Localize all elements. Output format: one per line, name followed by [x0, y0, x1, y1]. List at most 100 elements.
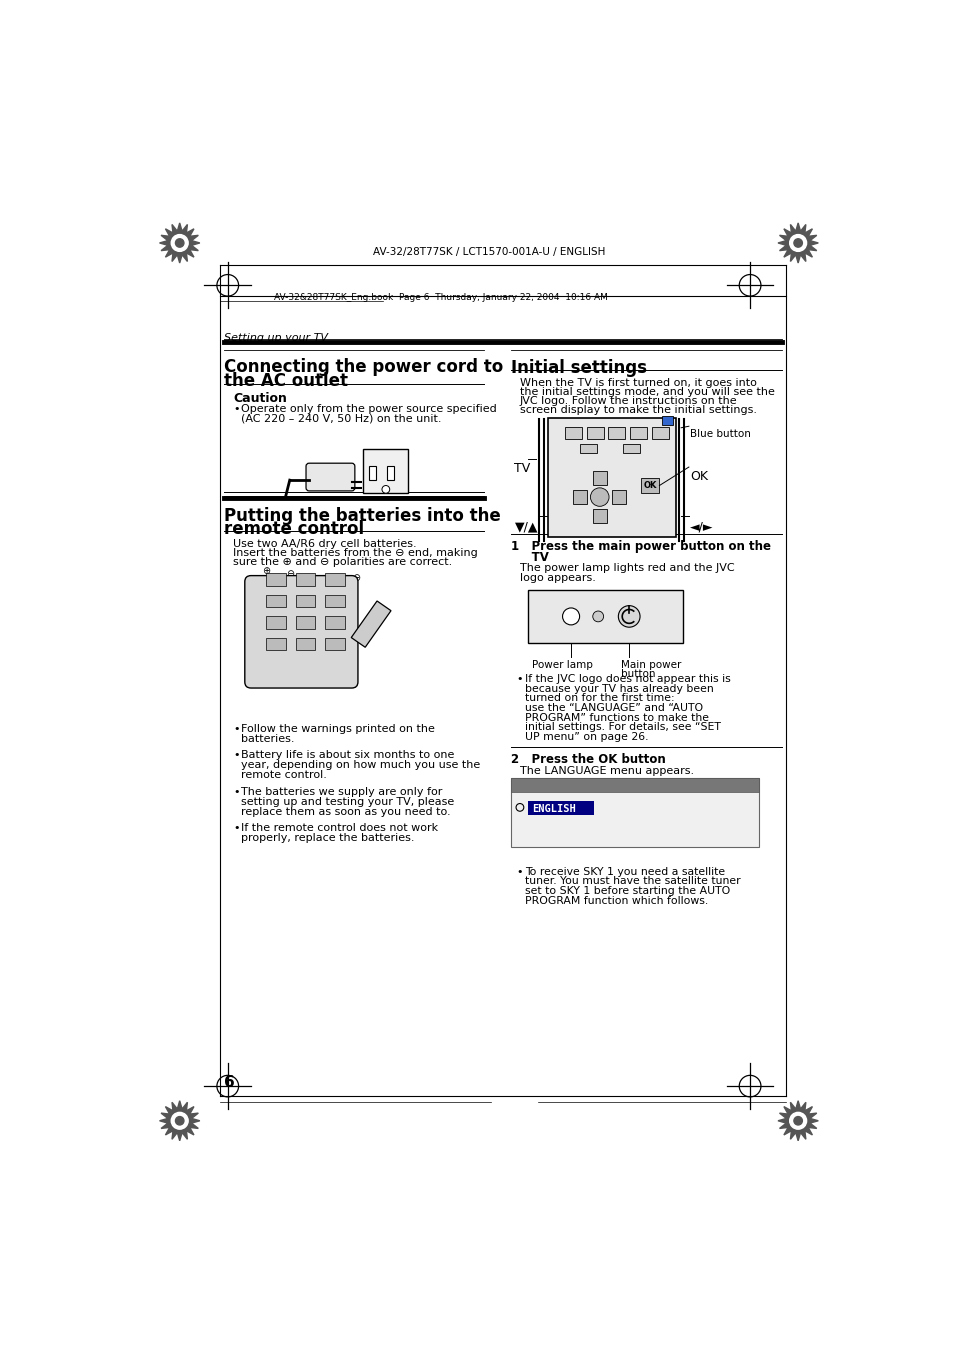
Bar — [547, 417, 675, 538]
Bar — [592, 471, 606, 485]
Bar — [325, 638, 344, 650]
Bar — [579, 444, 597, 453]
Bar — [295, 638, 315, 650]
Bar — [564, 427, 581, 439]
Text: use the “LANGUAGE” and “AUTO: use the “LANGUAGE” and “AUTO — [524, 703, 702, 713]
Text: If the JVC logo does not appear this is: If the JVC logo does not appear this is — [524, 674, 730, 684]
Bar — [295, 594, 315, 607]
Bar — [608, 427, 624, 439]
Text: Initial settings: Initial settings — [510, 359, 646, 377]
Text: the AC outlet: the AC outlet — [224, 372, 348, 389]
Text: ⊕: ⊕ — [328, 576, 336, 585]
Text: The LANGUAGE menu appears.: The LANGUAGE menu appears. — [519, 766, 694, 775]
Text: The power lamp lights red and the JVC: The power lamp lights red and the JVC — [519, 563, 734, 573]
Circle shape — [171, 235, 188, 251]
Bar — [586, 427, 603, 439]
Text: Battery life is about six months to one: Battery life is about six months to one — [241, 750, 454, 761]
Circle shape — [789, 1112, 806, 1129]
Text: •: • — [233, 750, 239, 761]
Text: AV-32/28T77SK / LCT1570-001A-U / ENGLISH: AV-32/28T77SK / LCT1570-001A-U / ENGLISH — [373, 247, 604, 257]
Text: (AC 220 – 240 V, 50 Hz) on the unit.: (AC 220 – 240 V, 50 Hz) on the unit. — [241, 413, 441, 424]
Bar — [363, 449, 408, 493]
Circle shape — [618, 605, 639, 627]
Text: Caution: Caution — [233, 392, 287, 404]
Text: properly, replace the batteries.: properly, replace the batteries. — [241, 832, 414, 843]
Text: ENGLISH: ENGLISH — [532, 804, 576, 813]
Text: Setting up your TV: Setting up your TV — [224, 334, 328, 343]
Text: Follow the warnings printed on the: Follow the warnings printed on the — [241, 724, 435, 734]
Text: 6: 6 — [224, 1074, 234, 1089]
Text: TV: TV — [510, 551, 548, 563]
Polygon shape — [778, 1101, 818, 1140]
Text: Insert the batteries from the ⊖ end, making: Insert the batteries from the ⊖ end, mak… — [233, 549, 477, 558]
Text: D0302-EK: D0302-EK — [517, 840, 554, 848]
Text: batteries.: batteries. — [241, 734, 294, 744]
Bar — [266, 616, 286, 628]
Text: ⊕: ⊕ — [262, 566, 271, 577]
Text: Blue button: Blue button — [690, 430, 751, 439]
Circle shape — [175, 1116, 184, 1125]
Polygon shape — [159, 1101, 199, 1140]
Text: •: • — [233, 823, 239, 832]
Circle shape — [789, 235, 806, 251]
Text: Putting the batteries into the: Putting the batteries into the — [224, 507, 500, 526]
Bar — [266, 638, 286, 650]
Bar — [527, 801, 593, 815]
Text: initial settings. For details, see “SET: initial settings. For details, see “SET — [524, 723, 720, 732]
Text: PROGRAM function which follows.: PROGRAM function which follows. — [524, 896, 707, 905]
Text: because your TV has already been: because your TV has already been — [524, 684, 713, 694]
Bar — [612, 490, 625, 504]
Text: If the remote control does not work: If the remote control does not work — [241, 823, 437, 832]
Text: TV: TV — [514, 462, 530, 476]
Text: Connecting the power cord to: Connecting the power cord to — [224, 358, 502, 376]
Text: 2   Press the OK button: 2 Press the OK button — [510, 754, 664, 766]
Text: year, depending on how much you use the: year, depending on how much you use the — [241, 761, 479, 770]
Text: •: • — [233, 724, 239, 734]
Polygon shape — [351, 601, 391, 647]
Bar — [266, 594, 286, 607]
Circle shape — [562, 608, 579, 626]
Circle shape — [171, 1112, 188, 1129]
Text: •: • — [233, 786, 239, 797]
Text: •: • — [517, 867, 523, 877]
Bar — [629, 427, 646, 439]
Polygon shape — [159, 223, 199, 263]
Text: JVC logo. Follow the instructions on the: JVC logo. Follow the instructions on the — [519, 396, 737, 407]
FancyBboxPatch shape — [245, 576, 357, 688]
Text: sure the ⊕ and ⊖ polarities are correct.: sure the ⊕ and ⊖ polarities are correct. — [233, 557, 452, 567]
Bar — [325, 573, 344, 585]
Text: OK: OK — [690, 470, 708, 484]
Text: the initial settings mode, and you will see the: the initial settings mode, and you will … — [519, 386, 774, 397]
Circle shape — [793, 1116, 801, 1125]
Bar — [622, 444, 639, 453]
Text: turned on for the first time:: turned on for the first time: — [524, 693, 674, 704]
Bar — [573, 490, 587, 504]
Text: set to SKY 1 before starting the AUTO: set to SKY 1 before starting the AUTO — [524, 886, 729, 896]
Text: logo appears.: logo appears. — [519, 573, 596, 582]
Text: •: • — [517, 674, 523, 684]
Text: ⊖: ⊖ — [286, 570, 294, 580]
Bar — [325, 616, 344, 628]
Bar — [369, 466, 375, 480]
Bar — [640, 478, 659, 493]
Text: AV-32&28T77SK_Eng.book  Page 6  Thursday, January 22, 2004  10:16 AM: AV-32&28T77SK_Eng.book Page 6 Thursday, … — [274, 293, 607, 303]
Bar — [651, 427, 668, 439]
Circle shape — [793, 239, 801, 247]
Text: ◄/►: ◄/► — [690, 520, 713, 534]
Bar — [510, 778, 758, 792]
Text: setting up and testing your TV, please: setting up and testing your TV, please — [241, 797, 454, 807]
Text: Main power: Main power — [620, 659, 681, 670]
Bar — [528, 590, 682, 643]
Text: 1   Press the main power button on the: 1 Press the main power button on the — [510, 540, 770, 553]
Text: To receive SKY 1 you need a satellite: To receive SKY 1 you need a satellite — [524, 867, 724, 877]
Circle shape — [590, 488, 608, 507]
Bar — [386, 466, 394, 480]
Text: Use two AA/R6 dry cell batteries.: Use two AA/R6 dry cell batteries. — [233, 539, 416, 549]
Text: ⊖: ⊖ — [352, 573, 359, 582]
Text: Power lamp: Power lamp — [532, 659, 593, 670]
Text: remote control: remote control — [224, 520, 364, 538]
Bar — [325, 594, 344, 607]
FancyBboxPatch shape — [306, 463, 355, 490]
Text: Operate only from the power source specified: Operate only from the power source speci… — [241, 404, 497, 413]
Text: UP menu” on page 26.: UP menu” on page 26. — [524, 732, 647, 742]
